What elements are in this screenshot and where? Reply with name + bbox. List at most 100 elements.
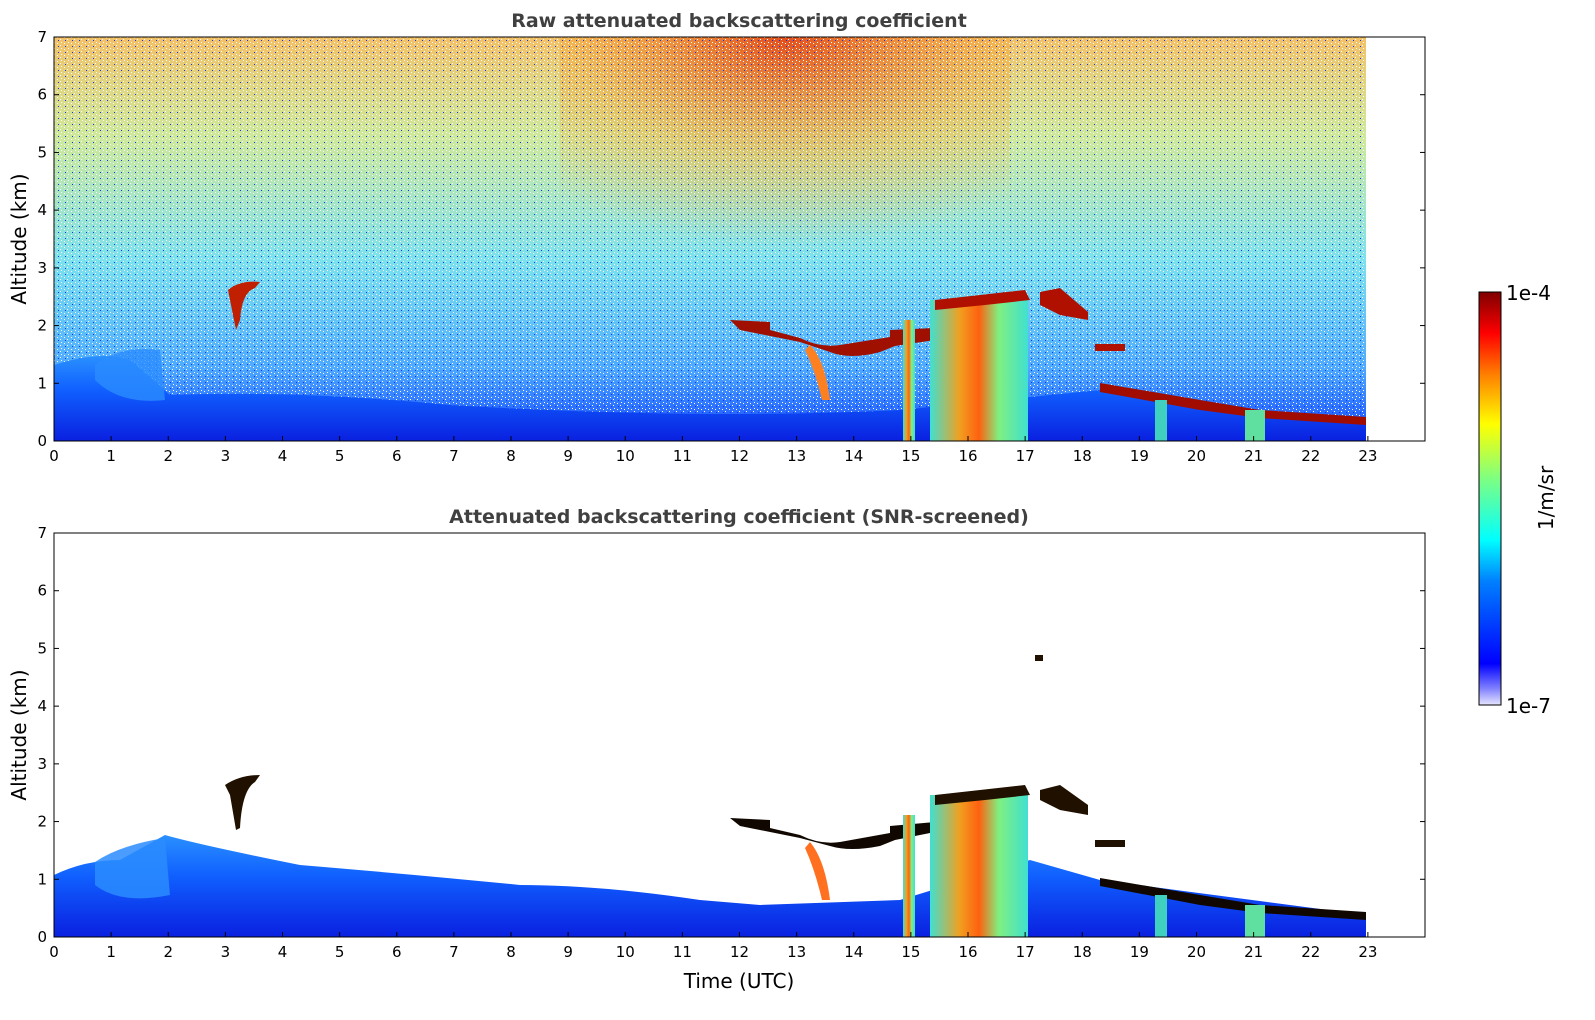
x-tick-label: 9 bbox=[563, 943, 573, 961]
raw-cloud-18-5h bbox=[1095, 344, 1125, 351]
colorbar-unit-label: 1/m/sr bbox=[1534, 465, 1558, 530]
x-tick-label: 21 bbox=[1244, 447, 1263, 465]
raw-aerosol-plume bbox=[95, 349, 165, 401]
x-tick-label: 6 bbox=[392, 447, 402, 465]
x-tick-label: 20 bbox=[1187, 447, 1206, 465]
screened-x-label: Time (UTC) bbox=[683, 969, 795, 993]
raw-x-axis: 0 1 2 3 4 5 6 7 8 9 10 11 12 13 14 15 16 17 18 19 20 21 22 23 bbox=[49, 436, 1377, 465]
y-tick-label: 3 bbox=[37, 755, 47, 773]
x-tick-label: 2 bbox=[163, 943, 173, 961]
raw-heatmap bbox=[54, 37, 1366, 441]
screened-cloud-19-23h bbox=[1100, 878, 1366, 920]
x-tick-label: 22 bbox=[1301, 943, 1320, 961]
y-tick-label: 4 bbox=[37, 201, 47, 219]
colorbar: 1e-4 1e-7 1/m/sr bbox=[1478, 281, 1558, 718]
screened-precip-21h bbox=[1245, 905, 1265, 937]
screened-cloud-12-15h bbox=[730, 818, 935, 849]
y-tick-label: 2 bbox=[37, 317, 47, 335]
screened-heatmap bbox=[54, 655, 1366, 937]
x-tick-label: 15 bbox=[901, 943, 920, 961]
y-tick-label: 7 bbox=[37, 524, 47, 542]
x-tick-label: 1 bbox=[106, 943, 116, 961]
y-tick-label: 0 bbox=[37, 928, 47, 946]
x-tick-label: 10 bbox=[616, 943, 635, 961]
x-tick-label: 8 bbox=[506, 447, 516, 465]
x-tick-label: 1 bbox=[106, 447, 116, 465]
x-tick-label: 19 bbox=[1130, 943, 1149, 961]
screened-aerosol-plume bbox=[95, 838, 170, 899]
y-tick-label: 6 bbox=[37, 86, 47, 104]
screened-virga-13h bbox=[805, 842, 830, 900]
x-tick-label: 16 bbox=[958, 447, 977, 465]
y-tick-label: 5 bbox=[37, 143, 47, 161]
x-tick-label: 3 bbox=[221, 447, 231, 465]
x-tick-label: 12 bbox=[730, 943, 749, 961]
screened-precip-15h bbox=[903, 815, 915, 937]
y-tick-label: 1 bbox=[37, 870, 47, 888]
x-tick-label: 17 bbox=[1016, 943, 1035, 961]
raw-cloud-3h bbox=[228, 281, 260, 330]
raw-precip-19h bbox=[1155, 400, 1167, 441]
x-tick-label: 5 bbox=[335, 943, 345, 961]
x-tick-label: 3 bbox=[221, 943, 231, 961]
y-tick-label: 1 bbox=[37, 374, 47, 392]
x-tick-label: 2 bbox=[163, 447, 173, 465]
x-tick-label: 23 bbox=[1358, 447, 1377, 465]
x-tick-label: 23 bbox=[1358, 943, 1377, 961]
x-tick-label: 6 bbox=[392, 943, 402, 961]
x-tick-label: 20 bbox=[1187, 943, 1206, 961]
screened-cloud-3h bbox=[225, 775, 260, 830]
raw-y-axis: 0 1 2 3 4 5 6 7 bbox=[37, 28, 1425, 450]
screened-x-axis: 0 1 2 3 4 5 6 7 8 9 10 11 12 13 14 15 16 17 18 19 20 21 22 23 bbox=[49, 932, 1377, 961]
y-tick-label: 4 bbox=[37, 697, 47, 715]
x-tick-label: 0 bbox=[49, 943, 59, 961]
panel-raw: Raw attenuated backscattering coefficien… bbox=[7, 10, 1426, 465]
x-tick-label: 11 bbox=[673, 447, 692, 465]
x-tick-label: 16 bbox=[958, 943, 977, 961]
raw-cloud-17h bbox=[1040, 288, 1088, 320]
y-tick-label: 3 bbox=[37, 259, 47, 277]
panel-screened: Attenuated backscattering coefficient (S… bbox=[7, 506, 1426, 993]
x-tick-label: 17 bbox=[1016, 447, 1035, 465]
y-tick-label: 5 bbox=[37, 639, 47, 657]
x-tick-label: 7 bbox=[449, 943, 459, 961]
x-tick-label: 14 bbox=[844, 943, 863, 961]
screened-y-axis: 0 1 2 3 4 5 6 7 bbox=[37, 524, 1425, 946]
y-tick-label: 0 bbox=[37, 432, 47, 450]
x-tick-label: 8 bbox=[506, 943, 516, 961]
colorbar-gradient bbox=[1478, 291, 1502, 706]
raw-cloud-12-15h bbox=[730, 320, 935, 356]
x-tick-label: 14 bbox=[844, 447, 863, 465]
screened-precip-16h bbox=[930, 795, 1028, 937]
raw-cloud-top-16h bbox=[935, 290, 1030, 310]
x-tick-label: 9 bbox=[563, 447, 573, 465]
x-tick-label: 21 bbox=[1244, 943, 1263, 961]
x-tick-label: 12 bbox=[730, 447, 749, 465]
x-tick-label: 22 bbox=[1301, 447, 1320, 465]
x-tick-label: 4 bbox=[278, 447, 288, 465]
raw-boundary-layer bbox=[54, 356, 1366, 441]
raw-noise bbox=[54, 37, 1366, 441]
screened-boundary-layer bbox=[54, 835, 1366, 937]
raw-y-label: Altitude (km) bbox=[7, 173, 31, 304]
x-tick-label: 18 bbox=[1073, 447, 1092, 465]
x-tick-label: 19 bbox=[1130, 447, 1149, 465]
x-tick-label: 4 bbox=[278, 943, 288, 961]
x-tick-label: 13 bbox=[787, 447, 806, 465]
x-tick-label: 13 bbox=[787, 943, 806, 961]
y-tick-label: 2 bbox=[37, 813, 47, 831]
screened-panel-title: Attenuated backscattering coefficient (S… bbox=[449, 506, 1029, 528]
x-tick-label: 10 bbox=[616, 447, 635, 465]
screened-cloud-18-5h bbox=[1095, 840, 1125, 847]
colorbar-max-label: 1e-4 bbox=[1506, 281, 1551, 305]
screened-precip-19h bbox=[1155, 895, 1167, 937]
x-tick-label: 7 bbox=[449, 447, 459, 465]
raw-panel-title: Raw attenuated backscattering coefficien… bbox=[511, 10, 967, 32]
screened-cloud-17h bbox=[1040, 785, 1088, 815]
x-tick-label: 15 bbox=[901, 447, 920, 465]
x-tick-label: 11 bbox=[673, 943, 692, 961]
screened-cloud-top-16h bbox=[935, 785, 1030, 805]
y-tick-label: 7 bbox=[37, 28, 47, 46]
x-tick-label: 18 bbox=[1073, 943, 1092, 961]
